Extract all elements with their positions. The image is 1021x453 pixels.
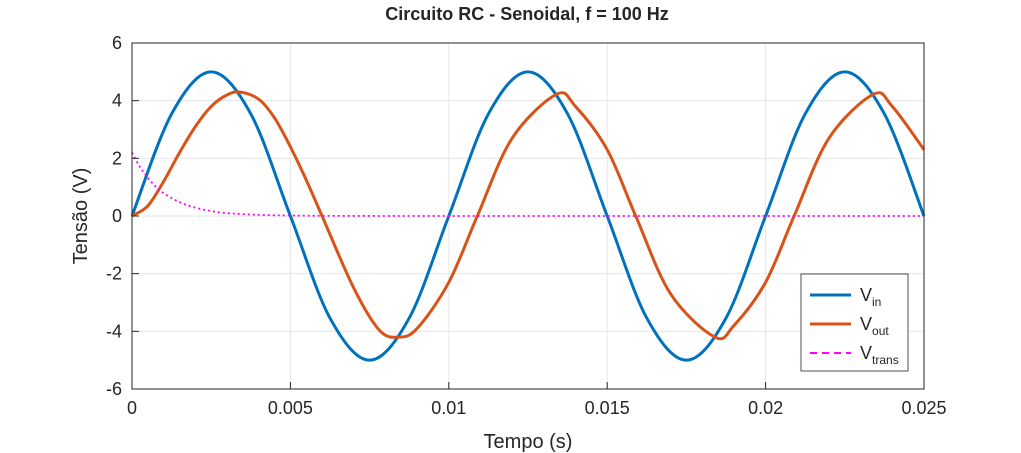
legend-label-base: V xyxy=(860,343,872,363)
x-tick-label: 0.02 xyxy=(748,398,783,418)
y-tick-label: 0 xyxy=(112,206,122,226)
series-layer xyxy=(130,70,926,362)
x-axis-label: Tempo (s) xyxy=(484,431,573,453)
x-tick-label: 0.005 xyxy=(268,398,313,418)
y-tick-label: -4 xyxy=(106,321,122,341)
y-tick-label: 2 xyxy=(112,148,122,168)
y-axis-label: Tensão (V) xyxy=(70,168,92,265)
legend-label-in: Vin xyxy=(860,285,881,309)
chart-title: Circuito RC - Senoidal, f = 100 Hz xyxy=(385,4,669,24)
series-line-out xyxy=(131,90,926,341)
y-tick-label: -6 xyxy=(106,379,122,399)
series-line-in xyxy=(130,70,926,362)
x-tick-label: 0.015 xyxy=(585,398,630,418)
legend-label-base: V xyxy=(860,314,872,334)
legend-label-trans: Vtrans xyxy=(860,343,899,367)
x-tick-label: 0.025 xyxy=(901,398,946,418)
legend-label-subscript: in xyxy=(872,295,881,309)
x-tick-label: 0 xyxy=(127,398,137,418)
x-tick-label: 0.01 xyxy=(431,398,466,418)
axis-ticks: 0 0.005 0.01 0.015 0.02 0.025 -6 -4 -2 0 2 4 6 xyxy=(106,33,947,418)
y-tick-label: 6 xyxy=(112,33,122,53)
series-line-trans xyxy=(131,152,924,217)
legend-label-subscript: trans xyxy=(872,353,899,367)
y-tick-label: 4 xyxy=(112,91,122,111)
legend-label-out: Vout xyxy=(860,314,889,338)
y-tick-label: -2 xyxy=(106,264,122,284)
legend-label-base: V xyxy=(860,285,872,305)
legend-label-subscript: out xyxy=(872,324,889,338)
